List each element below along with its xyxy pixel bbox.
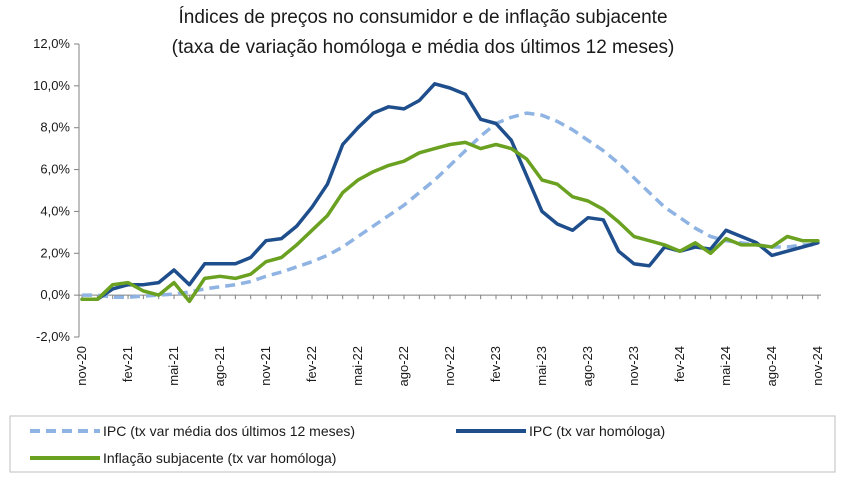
- series-line-2: [80, 82, 820, 302]
- legend-box: [9, 415, 836, 473]
- y-tick-label: 4,0%: [40, 203, 70, 218]
- x-tick-label: nov-23: [626, 346, 641, 386]
- y-tick-label: 0,0%: [40, 287, 70, 302]
- x-tick-label: fev-23: [488, 346, 503, 382]
- chart-title: Índices de preços no consumidor e de inf…: [178, 7, 667, 28]
- axes: -2,0% 0,0% 2,0% 4,0% 6,0% 8,0% 10,0% 12,0% nov-2…: [33, 36, 825, 386]
- x-tick-label: ago-23: [580, 346, 595, 386]
- x-tick-label: ago-21: [212, 346, 227, 386]
- x-tick-label: nov-24: [810, 346, 825, 386]
- y-tick-label: 8,0%: [40, 120, 70, 135]
- x-tick-label: nov-21: [258, 346, 273, 386]
- x-tick-label: nov-22: [442, 346, 457, 386]
- x-tick-label: mai-21: [166, 346, 181, 386]
- x-tick-label: mai-24: [718, 346, 733, 386]
- y-tick-label: 6,0%: [40, 162, 70, 177]
- x-tick-label: fev-22: [304, 346, 319, 382]
- y-tick-label: 2,0%: [40, 245, 70, 260]
- x-tick-label: ago-22: [396, 346, 411, 386]
- x-tick-label: ago-24: [764, 346, 779, 386]
- y-tick-label: 10,0%: [33, 78, 70, 93]
- series-line-3: [80, 140, 820, 304]
- legend-label-3: Inflação subjacente (tx var homóloga): [103, 450, 336, 466]
- y-tick-label: 12,0%: [33, 36, 70, 51]
- legend: IPC (tx var média dos últimos 12 meses) I…: [9, 415, 836, 473]
- x-tick-label: mai-23: [534, 346, 549, 386]
- x-tick-label: nov-20: [74, 346, 89, 386]
- y-tick-label: -2,0%: [36, 329, 70, 344]
- x-tick-label: mai-22: [350, 346, 365, 386]
- series-layer: [80, 82, 820, 304]
- x-tick-label: fev-21: [120, 346, 135, 382]
- legend-label-1: IPC (tx var média dos últimos 12 meses): [103, 423, 355, 439]
- legend-label-2: IPC (tx var homóloga): [529, 423, 665, 439]
- series-line-1: [82, 111, 818, 299]
- x-tick-label: fev-24: [672, 346, 687, 382]
- chart-subtitle: (taxa de variação homóloga e média dos ú…: [172, 37, 675, 58]
